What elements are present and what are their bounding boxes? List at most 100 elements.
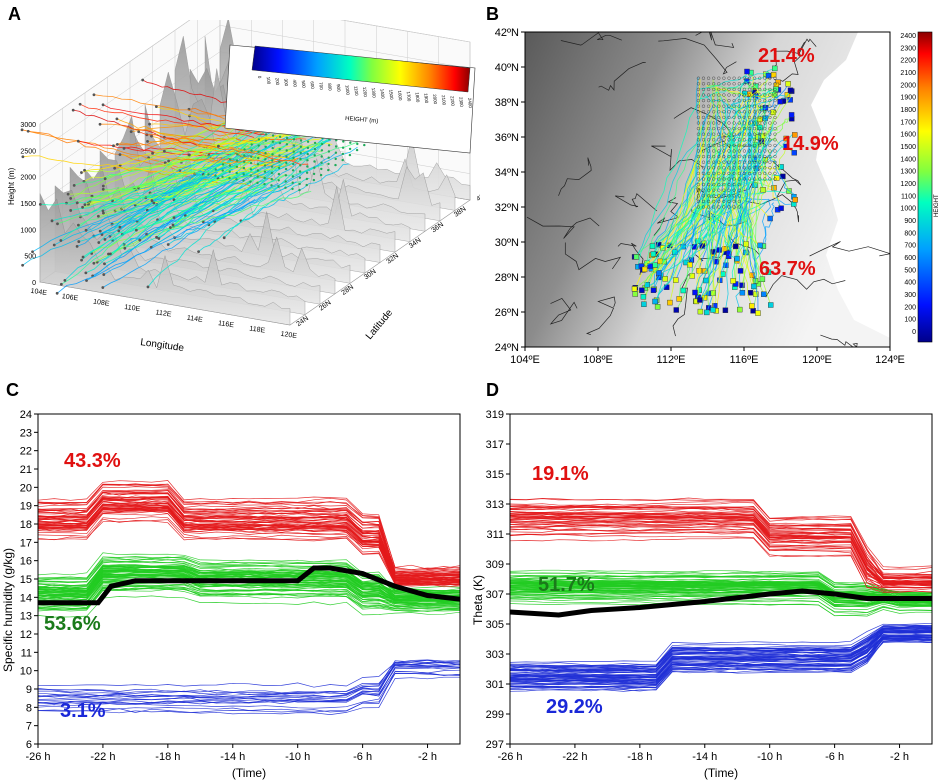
start-point xyxy=(292,144,296,147)
trajectory-endpoint xyxy=(755,310,761,316)
y-tick-label: 311 xyxy=(486,529,504,541)
start-point xyxy=(214,174,217,177)
trajectory-line xyxy=(28,130,215,176)
start-point xyxy=(298,176,302,179)
trajectory-line xyxy=(757,146,787,207)
start-point xyxy=(712,121,716,125)
start-point xyxy=(732,155,736,159)
start-point xyxy=(737,126,741,131)
x-tick-label: 108E xyxy=(93,299,110,308)
red-series-line xyxy=(37,490,461,572)
start-point xyxy=(242,179,245,182)
chart-b-colorbar xyxy=(917,31,933,343)
start-point xyxy=(257,156,260,160)
green-series-line xyxy=(509,594,933,607)
trajectory-line xyxy=(636,129,700,258)
start-point xyxy=(320,161,323,164)
start-point xyxy=(753,104,757,108)
panel-label-b: B xyxy=(486,4,499,24)
start-point xyxy=(278,148,281,151)
green-series-line xyxy=(509,603,933,617)
green-series-line xyxy=(37,559,461,594)
start-point xyxy=(312,178,316,182)
trajectory-endpoint xyxy=(749,303,755,309)
x-tick-label: 118E xyxy=(249,325,266,334)
start-point xyxy=(701,115,706,119)
start-point xyxy=(742,76,746,80)
terrain-ridge xyxy=(114,115,366,274)
x-tick-label: 124ºE xyxy=(875,354,905,366)
trajectory-endpoint xyxy=(138,238,142,242)
trajectory-endpoint xyxy=(747,290,754,296)
trajectory-line xyxy=(122,118,319,235)
start-point xyxy=(257,138,261,141)
trajectory-line xyxy=(691,77,701,276)
trajectory-line xyxy=(735,163,763,280)
start-point xyxy=(320,149,324,152)
trajectory-endpoint xyxy=(772,65,778,72)
start-point xyxy=(727,160,731,164)
start-point xyxy=(753,76,757,80)
colorbar-tick-label: 1000 xyxy=(345,85,351,96)
colorbar-tick-label: 200 xyxy=(904,304,916,311)
trajectory-line xyxy=(116,118,255,161)
start-point xyxy=(717,110,721,114)
start-point xyxy=(773,76,777,80)
colorbar-tick-label: 500 xyxy=(301,80,307,88)
trajectory-endpoint xyxy=(78,102,82,106)
start-point xyxy=(355,148,359,152)
trajectory-endpoint xyxy=(118,153,122,157)
panel-label-c: C xyxy=(6,380,19,400)
start-point xyxy=(242,160,246,163)
trajectory-endpoint xyxy=(26,129,30,133)
trajectory-line xyxy=(88,164,213,205)
trajectory-line xyxy=(118,155,249,232)
start-point xyxy=(758,82,762,86)
x-tick-label: -22 h xyxy=(90,751,115,763)
trajectory-endpoint xyxy=(785,81,791,87)
start-point xyxy=(298,188,301,192)
start-point xyxy=(737,155,741,159)
start-point xyxy=(727,104,731,108)
start-point xyxy=(712,149,716,153)
start-point xyxy=(341,158,344,162)
start-point xyxy=(747,143,752,147)
colorbar-tick-label: 500 xyxy=(904,267,916,274)
trajectory-endpoint xyxy=(673,277,679,283)
start-point xyxy=(250,149,253,152)
start-point xyxy=(270,184,273,187)
start-point xyxy=(763,138,767,142)
red-series-line xyxy=(37,516,461,586)
start-point xyxy=(696,104,700,108)
start-point xyxy=(722,149,726,153)
start-point xyxy=(737,171,741,175)
start-point xyxy=(291,169,295,172)
start-point xyxy=(349,141,352,144)
start-point xyxy=(207,173,210,176)
chart-d-series-lines xyxy=(509,497,933,692)
start-point xyxy=(712,160,716,164)
start-point xyxy=(727,93,731,97)
trajectory-line xyxy=(22,155,196,175)
y-tick-label: 38ºN xyxy=(495,97,519,109)
start-point xyxy=(712,143,716,147)
start-point xyxy=(742,149,746,153)
start-point xyxy=(753,177,757,181)
start-point xyxy=(727,183,731,187)
trajectory-line xyxy=(675,122,738,281)
start-point xyxy=(722,183,726,187)
colorbar-tick-label: 1700 xyxy=(406,91,412,102)
start-point xyxy=(701,194,706,198)
start-point xyxy=(727,199,731,203)
start-point xyxy=(717,115,721,119)
colorbar-tick-label: 1300 xyxy=(371,87,377,98)
start-point xyxy=(306,152,309,156)
trajectory-line xyxy=(728,133,737,254)
y-tick-label: 14 xyxy=(20,592,32,604)
trajectory-endpoint xyxy=(141,78,145,82)
trajectory-line xyxy=(750,72,765,146)
red-series-line xyxy=(509,506,933,575)
start-point xyxy=(773,132,777,136)
start-point xyxy=(727,194,731,198)
start-point xyxy=(727,126,731,131)
